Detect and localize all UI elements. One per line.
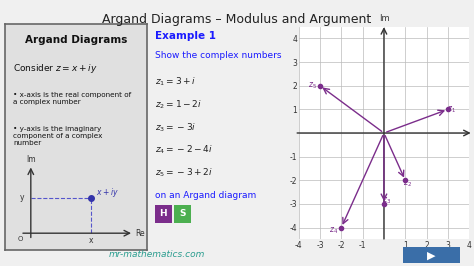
FancyBboxPatch shape bbox=[155, 205, 172, 223]
Text: x: x bbox=[89, 236, 93, 245]
Text: $z_5 = -3 + 2i$: $z_5 = -3 + 2i$ bbox=[155, 167, 212, 179]
Text: Argand Diagrams – Modulus and Argument: Argand Diagrams – Modulus and Argument bbox=[102, 13, 372, 26]
Text: ▶: ▶ bbox=[427, 250, 436, 260]
Text: Im: Im bbox=[26, 155, 36, 164]
Text: S: S bbox=[180, 209, 186, 218]
Text: O: O bbox=[18, 236, 23, 242]
Text: $z_2$: $z_2$ bbox=[403, 178, 412, 189]
Text: $z_5$: $z_5$ bbox=[308, 80, 317, 91]
Text: $z_1 = 3 + i$: $z_1 = 3 + i$ bbox=[155, 76, 196, 88]
Text: Consider $z = x + iy$: Consider $z = x + iy$ bbox=[13, 63, 98, 75]
Text: mr-mathematics.com: mr-mathematics.com bbox=[108, 250, 205, 259]
Text: $z_3$: $z_3$ bbox=[382, 195, 391, 206]
Text: Show the complex numbers: Show the complex numbers bbox=[155, 51, 281, 60]
Text: • y-axis is the imaginary
component of a complex
number: • y-axis is the imaginary component of a… bbox=[13, 126, 103, 146]
Text: $x + iy$: $x + iy$ bbox=[96, 186, 119, 199]
Text: $z_2 = 1 - 2i$: $z_2 = 1 - 2i$ bbox=[155, 99, 201, 111]
Text: • x-axis is the real component of
a complex number: • x-axis is the real component of a comp… bbox=[13, 92, 131, 105]
Text: on an Argand diagram: on an Argand diagram bbox=[155, 191, 256, 200]
Text: Re: Re bbox=[136, 229, 145, 238]
FancyBboxPatch shape bbox=[174, 205, 191, 223]
Text: $z_1$: $z_1$ bbox=[447, 104, 456, 115]
Text: $z_4 = -2 - 4i$: $z_4 = -2 - 4i$ bbox=[155, 144, 212, 156]
Text: H: H bbox=[159, 209, 167, 218]
Text: $z_3 = -3i$: $z_3 = -3i$ bbox=[155, 121, 196, 134]
Text: $z_4$: $z_4$ bbox=[329, 226, 338, 236]
Text: Argand Diagrams: Argand Diagrams bbox=[25, 35, 127, 45]
Text: y: y bbox=[19, 193, 24, 202]
Text: Im: Im bbox=[379, 14, 389, 23]
Text: Example 1: Example 1 bbox=[155, 31, 216, 41]
